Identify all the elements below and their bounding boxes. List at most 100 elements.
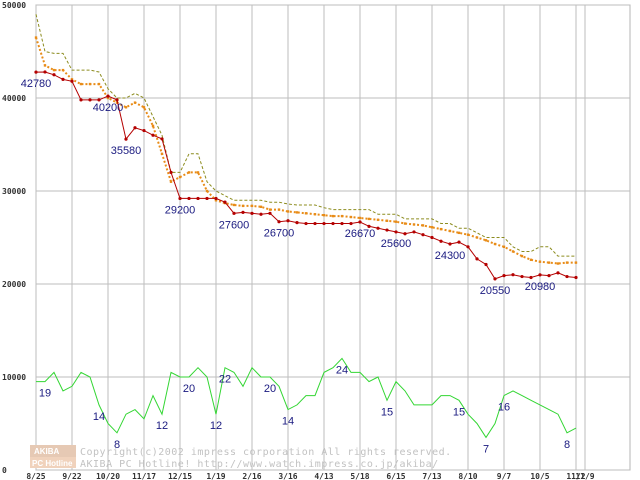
min-price-point bbox=[277, 220, 281, 224]
avg-price-point bbox=[169, 180, 173, 183]
min-price-point bbox=[169, 170, 173, 174]
avg-price-point bbox=[439, 227, 443, 231]
x-tick-label: 5/18 bbox=[350, 472, 369, 480]
x-tick-label: 11/2 bbox=[566, 472, 585, 480]
x-tick-label: 4/13 bbox=[314, 472, 333, 480]
x-tick-label: 8/25 bbox=[26, 472, 45, 480]
min-price-point bbox=[43, 70, 47, 74]
avg-price-point bbox=[43, 64, 47, 67]
data-label: 35580 bbox=[111, 145, 142, 157]
avg-price-point bbox=[475, 236, 479, 239]
avg-price-point bbox=[160, 152, 164, 155]
data-label: 14 bbox=[93, 411, 105, 423]
min-price-point bbox=[286, 219, 290, 223]
min-price-point bbox=[529, 275, 533, 280]
y-tick-label: 0 bbox=[2, 466, 7, 475]
min-price-point bbox=[70, 79, 74, 83]
avg-price-point bbox=[547, 261, 551, 264]
data-label: 15 bbox=[381, 406, 393, 418]
y-axis-ticks: 0 10000 20000 30000 40000 50000 bbox=[2, 1, 26, 475]
min-price-point bbox=[61, 77, 65, 81]
data-label: 19 bbox=[39, 388, 51, 400]
min-price-point bbox=[430, 235, 434, 240]
min-price-point bbox=[259, 212, 263, 216]
x-tick-label: 6/15 bbox=[386, 472, 405, 480]
min-price-point bbox=[448, 242, 452, 246]
min-price-point bbox=[214, 196, 218, 201]
data-label: 24300 bbox=[435, 250, 466, 262]
min-price-point bbox=[394, 230, 398, 234]
min-price-point bbox=[268, 211, 272, 215]
avg-price-point bbox=[178, 175, 182, 179]
x-tick-label: 10/20 bbox=[96, 472, 120, 480]
footer-logo: AKIBA PC Hotline bbox=[30, 445, 76, 468]
logo-badge-bottom bbox=[30, 457, 76, 468]
data-label: 12 bbox=[210, 420, 222, 432]
data-label: 20 bbox=[183, 383, 195, 395]
avg-price-point bbox=[259, 205, 263, 209]
min-price-point bbox=[493, 277, 497, 281]
min-price-point bbox=[538, 273, 542, 277]
x-tick-label: 8/10 bbox=[458, 472, 477, 480]
avg-price-point bbox=[304, 212, 308, 215]
avg-price-point bbox=[88, 82, 92, 86]
min-price-point bbox=[520, 274, 524, 279]
x-tick-label: 1/19 bbox=[206, 472, 225, 480]
avg-price-point bbox=[151, 124, 155, 128]
data-label: 15 bbox=[453, 406, 465, 418]
min-price-point bbox=[385, 228, 389, 232]
series-layer bbox=[34, 14, 578, 439]
min-price-point bbox=[151, 133, 155, 137]
avg-price-point bbox=[322, 213, 326, 217]
data-label: 24 bbox=[336, 364, 348, 376]
min-price-point bbox=[187, 196, 191, 201]
min-price-point bbox=[412, 230, 416, 234]
avg-price-point bbox=[430, 226, 434, 229]
min-price-point bbox=[115, 98, 119, 102]
data-label: 22 bbox=[219, 374, 231, 386]
avg-price-point bbox=[214, 199, 218, 202]
avg-price-point bbox=[115, 101, 119, 104]
min-price-point bbox=[376, 226, 380, 230]
min-price-point bbox=[79, 98, 83, 102]
min-price-point bbox=[556, 271, 560, 275]
data-label: 20 bbox=[264, 383, 276, 395]
min-price-point bbox=[295, 221, 299, 225]
avg-price-point bbox=[313, 213, 317, 216]
min-price-point bbox=[484, 262, 488, 267]
avg-price-point bbox=[70, 78, 74, 81]
data-label: 8 bbox=[564, 439, 570, 451]
avg-price-point bbox=[97, 82, 101, 86]
avg-price-point bbox=[295, 211, 299, 214]
data-label: 12 bbox=[156, 420, 168, 432]
min-price-point bbox=[475, 257, 479, 261]
avg-price-point bbox=[250, 204, 254, 208]
series-line-max-price bbox=[35, 14, 576, 257]
min-price-point bbox=[466, 245, 470, 249]
avg-price-point bbox=[340, 214, 344, 218]
avg-price-point bbox=[286, 210, 290, 213]
data-label: 40200 bbox=[93, 102, 124, 114]
min-price-point bbox=[403, 232, 407, 236]
x-tick-label: 3/16 bbox=[278, 472, 297, 480]
avg-price-point bbox=[268, 208, 272, 211]
avg-price-point bbox=[448, 229, 452, 233]
avg-price-point bbox=[124, 106, 128, 109]
avg-price-point bbox=[538, 260, 542, 263]
plot-frame bbox=[35, 4, 631, 471]
avg-price-point bbox=[232, 203, 236, 207]
avg-price-point bbox=[142, 106, 146, 109]
x-axis-ticks: 8/25 9/22 10/20 11/17 12/15 1/19 2/16 3/16 4/13 5… bbox=[26, 472, 594, 480]
avg-price-point bbox=[484, 239, 488, 242]
avg-price-point bbox=[412, 223, 416, 226]
min-price-point bbox=[367, 224, 371, 228]
y-tick-label: 40000 bbox=[2, 94, 26, 103]
copyright-text: Copyright(c)2002 impress corporation All… bbox=[80, 447, 452, 458]
logo-text-top: AKIBA bbox=[34, 447, 60, 456]
min-price-point bbox=[349, 221, 353, 226]
avg-price-point bbox=[358, 216, 362, 220]
min-price-point bbox=[34, 70, 38, 74]
avg-price-point bbox=[331, 214, 335, 218]
y-tick-label: 20000 bbox=[2, 280, 26, 289]
